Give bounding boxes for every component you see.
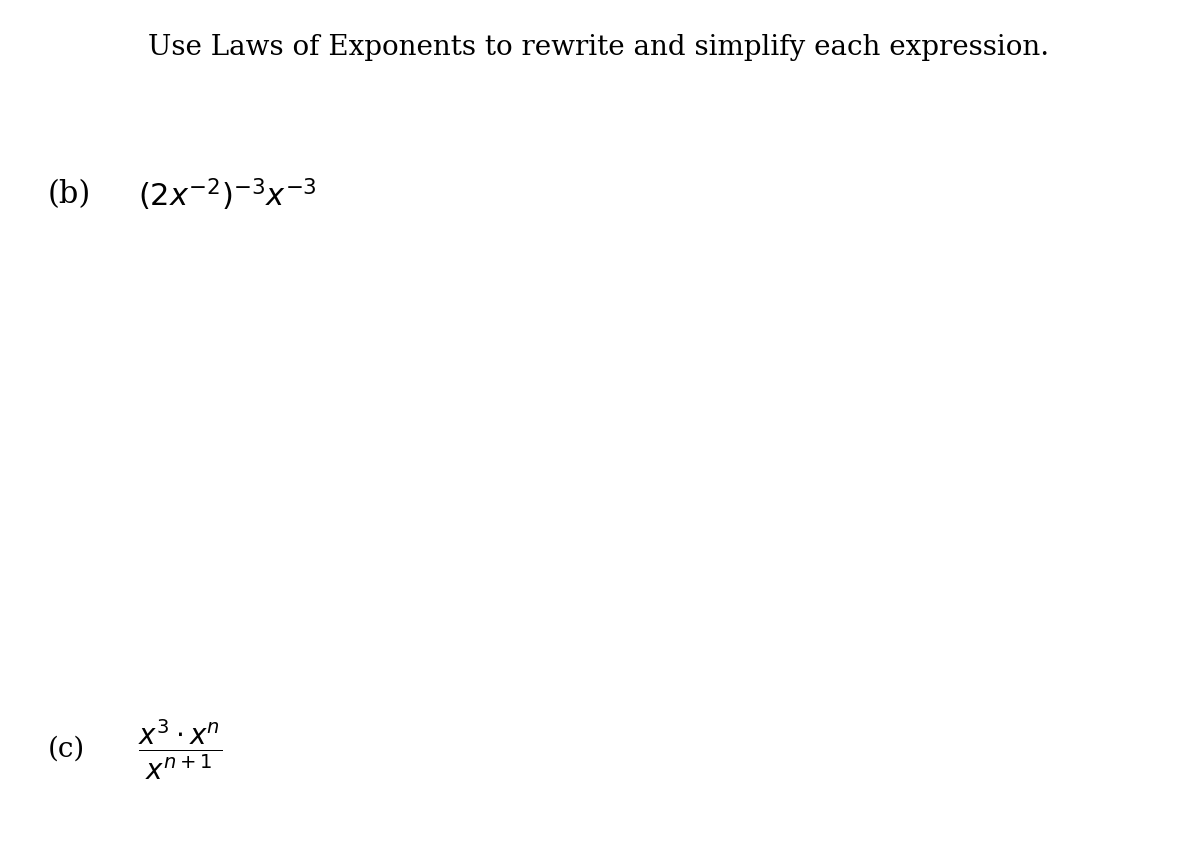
Text: $\dfrac{x^3 \cdot x^n}{x^{n+1}}$: $\dfrac{x^3 \cdot x^n}{x^{n+1}}$ xyxy=(138,717,222,782)
Text: $(2x^{-2})^{-3}x^{-3}$: $(2x^{-2})^{-3}x^{-3}$ xyxy=(138,176,316,213)
Text: (b): (b) xyxy=(48,180,91,210)
Text: (c): (c) xyxy=(48,736,85,763)
Text: Use Laws of Exponents to rewrite and simplify each expression.: Use Laws of Exponents to rewrite and sim… xyxy=(149,34,1049,61)
